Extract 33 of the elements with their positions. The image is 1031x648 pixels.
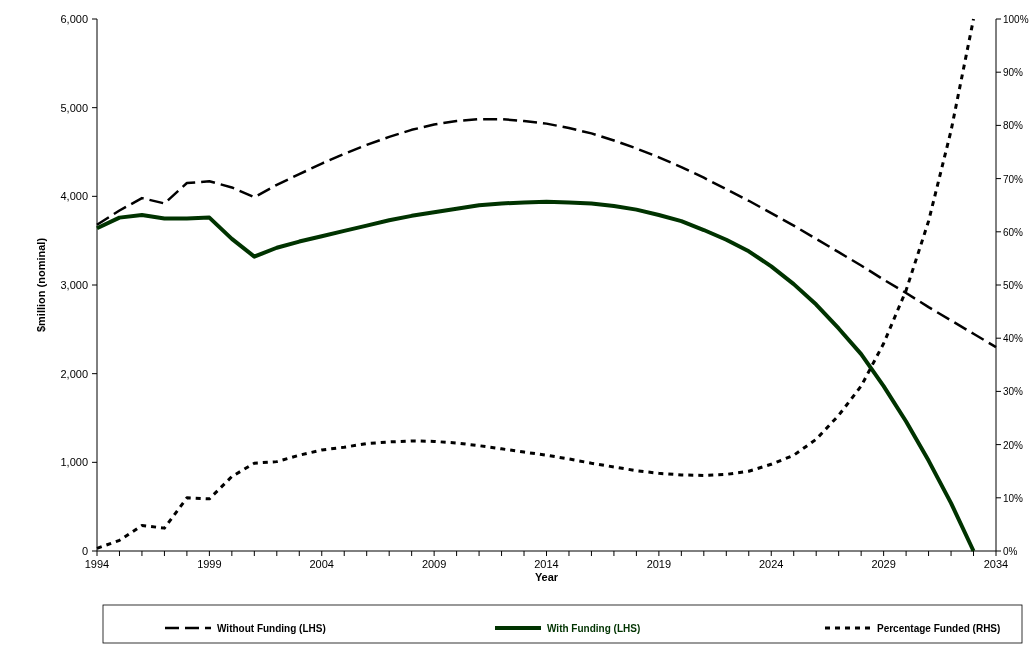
y-tick-label: 2,000	[60, 367, 88, 380]
x-axis-title: Year	[534, 571, 559, 583]
line-series	[95, 199, 976, 553]
y2-tick-label: 0%	[1003, 546, 1018, 557]
y2-tick-label: 70%	[1003, 173, 1024, 185]
y-tick-label: 3,000	[60, 279, 88, 291]
y-tick-label: 5,000	[60, 101, 88, 114]
y2-tick-label: 60%	[1003, 226, 1024, 238]
y2-tick-label: 20%	[1003, 439, 1024, 451]
x-tick-label: 1999	[197, 558, 222, 570]
x-tick-label: 1994	[84, 558, 110, 570]
y-tick-label: 0	[81, 545, 88, 557]
x-tick-label: 2034	[983, 558, 1009, 570]
y2-tick-label: 80%	[1003, 120, 1024, 132]
y-tick-label: 4,000	[60, 190, 88, 203]
y2-tick-label: 10%	[1003, 492, 1024, 504]
x-tick-label: 2009	[421, 558, 447, 570]
legend-label: Percentage Funded (RHS)	[877, 623, 1001, 634]
y-axis-title: $million (nominal)	[35, 237, 47, 333]
y-tick-label: 6,000	[60, 13, 88, 25]
y2-tick-label: 90%	[1003, 67, 1024, 79]
y2-tick-label: 40%	[1003, 333, 1024, 345]
x-tick-label: 2029	[871, 558, 896, 570]
x-tick-label: 2014	[534, 558, 559, 570]
x-tick-label: 2004	[309, 558, 334, 570]
y2-tick-label: 30%	[1003, 386, 1024, 398]
legend-label: With Funding (LHS)	[547, 623, 641, 634]
legend-label: Without Funding (LHS)	[217, 623, 326, 634]
y2-tick-label: 100%	[1003, 14, 1029, 25]
x-tick-label: 2019	[646, 558, 672, 570]
x-tick-label: 2024	[759, 558, 784, 570]
y2-tick-label: 50%	[1003, 280, 1024, 291]
y-tick-label: 1,000	[60, 456, 88, 469]
